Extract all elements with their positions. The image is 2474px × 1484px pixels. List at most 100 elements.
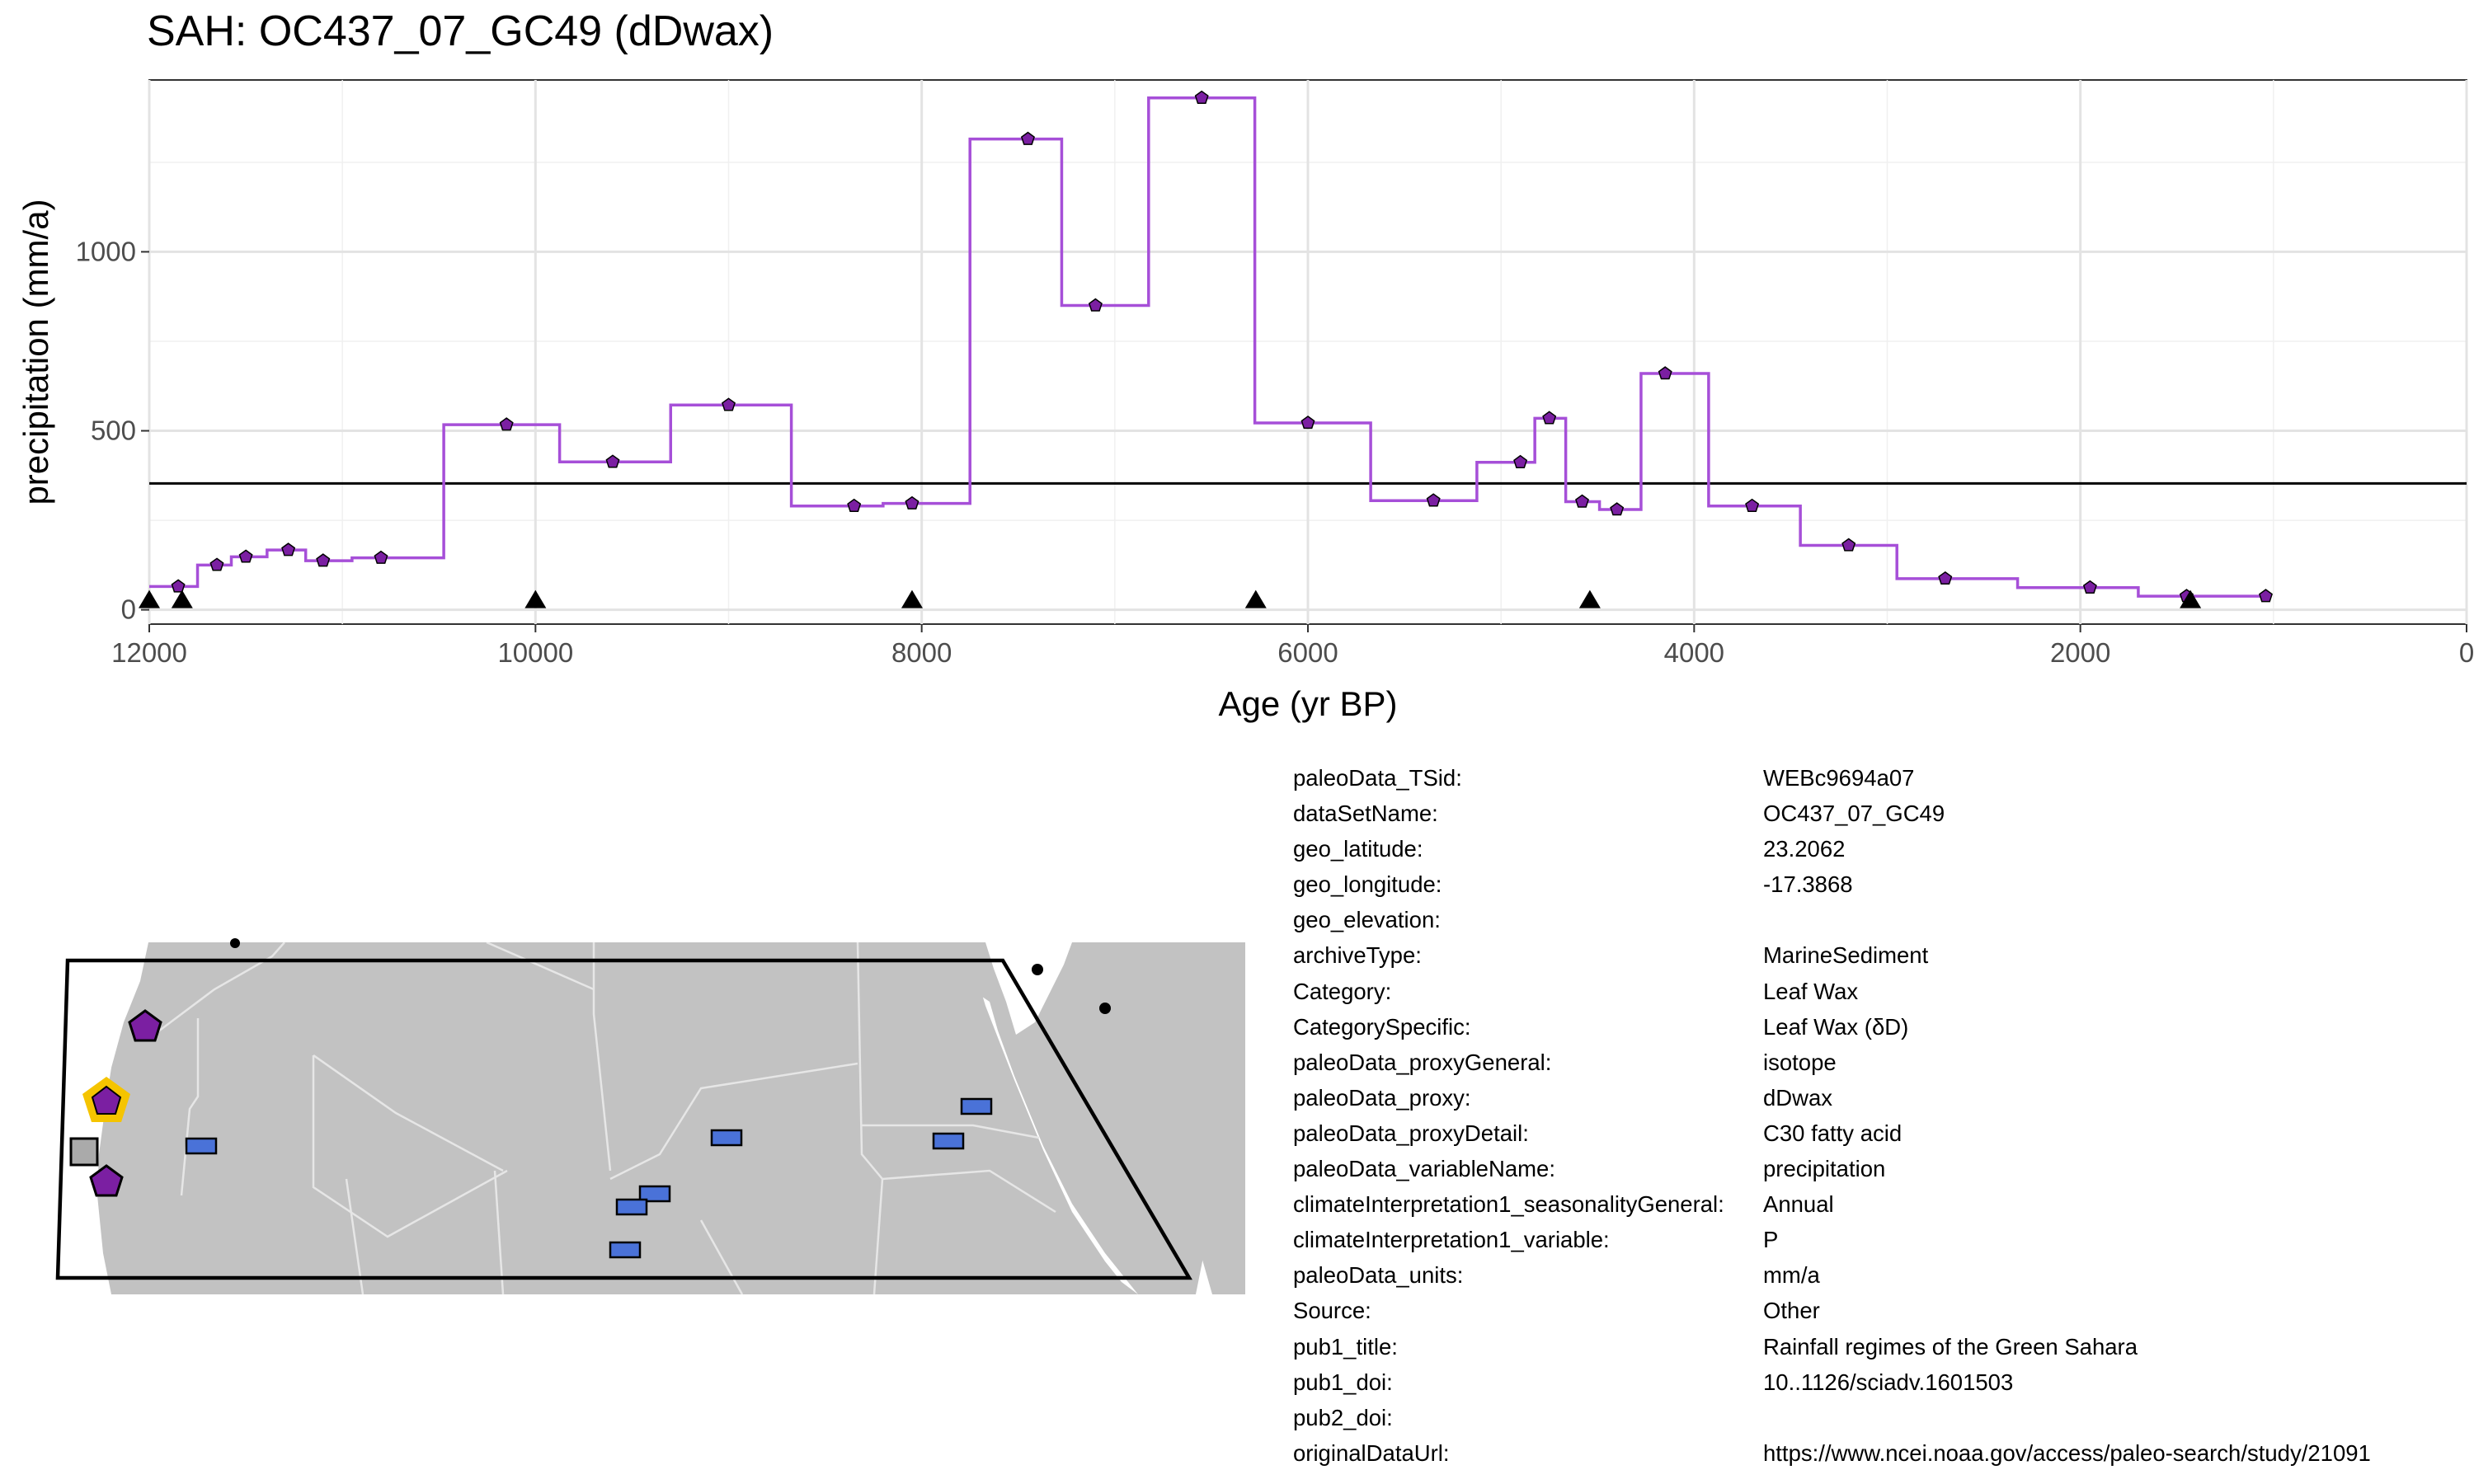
metadata-key: originalDataUrl: xyxy=(1293,1439,1450,1466)
africa-landmass xyxy=(49,942,1245,1294)
data-point xyxy=(847,498,862,512)
x-tick-label: 10000 xyxy=(497,637,573,668)
metadata-row: paleoData_proxyGeneral: isotope xyxy=(1293,1045,2371,1080)
x-tick-label: 8000 xyxy=(891,637,952,668)
metadata-key: paleoData_proxyDetail: xyxy=(1293,1120,1529,1146)
metadata-key: paleoData_proxy: xyxy=(1293,1084,1471,1111)
metadata-value: P xyxy=(1763,1227,1779,1253)
x-tick-label: 6000 xyxy=(1277,637,1338,668)
age-control-marker xyxy=(2180,589,2202,608)
metadata-key: CategorySpecific: xyxy=(1293,1013,1471,1040)
data-point xyxy=(171,579,186,593)
data-point xyxy=(1658,366,1672,380)
other-site-marker xyxy=(185,1137,218,1155)
other-site-marker xyxy=(615,1198,648,1216)
data-point xyxy=(2082,580,2097,594)
metadata-value: -17.3868 xyxy=(1763,871,1853,898)
metadata-value: 23.2062 xyxy=(1763,836,1846,862)
data-point xyxy=(1745,498,1760,512)
data-point xyxy=(1575,494,1589,508)
data-point xyxy=(1300,416,1315,430)
metadata-row: originalDataUrl: https://www.ncei.noaa.go… xyxy=(1293,1435,2371,1471)
site-marker xyxy=(89,1164,124,1197)
metadata-value: Leaf Wax (δD) xyxy=(1763,1013,1909,1040)
metadata-key: climateInterpretation1_seasonalityGenera… xyxy=(1293,1191,1724,1218)
metadata-row: paleoData_proxy: dDwax xyxy=(1293,1080,2371,1115)
other-site-marker xyxy=(609,1241,642,1259)
other-site-marker xyxy=(960,1097,993,1115)
metadata-row: paleoData_units: mm/a xyxy=(1293,1257,2371,1293)
metadata-value: Other xyxy=(1763,1298,1820,1324)
metadata-key: dataSetName: xyxy=(1293,801,1438,827)
grey-site-marker xyxy=(69,1137,99,1167)
metadata-value xyxy=(1763,902,2371,937)
metadata-key: climateInterpretation1_variable: xyxy=(1293,1227,1610,1253)
data-point xyxy=(281,542,296,556)
metadata-value: WEBc9694a07 xyxy=(1763,765,1915,791)
metadata-value: isotope xyxy=(1763,1049,1837,1075)
metadata-value: 10..1126/sciadv.1601503 xyxy=(1763,1369,2014,1395)
metadata-table: paleoData_TSid: WEBc9694a07 dataSetName: OC… xyxy=(1293,760,2371,1471)
x-tick-label: 2000 xyxy=(2050,637,2110,668)
series-layer xyxy=(149,90,2273,603)
age-control-marker xyxy=(171,589,193,608)
metadata-key: archiveType: xyxy=(1293,942,1422,969)
metadata-row: climateInterpretation1_variable: P xyxy=(1293,1222,2371,1257)
metadata-row: geo_latitude: 23.2062 xyxy=(1293,831,2371,866)
y-tick-label: 500 xyxy=(91,416,136,446)
metadata-row: CategorySpecific: Leaf Wax (δD) xyxy=(1293,1009,2371,1045)
age-control-marker xyxy=(901,589,923,608)
metadata-value: dDwax xyxy=(1763,1084,1833,1111)
data-point xyxy=(2259,589,2273,603)
y-tick-label: 1000 xyxy=(76,236,136,266)
metadata-value: mm/a xyxy=(1763,1262,1820,1289)
x-axis-title: Age (yr BP) xyxy=(1218,684,1397,723)
arabia-landmass xyxy=(1097,942,1245,1294)
data-point xyxy=(238,549,253,563)
age-control-marker xyxy=(1578,589,1601,608)
metadata-key: geo_elevation: xyxy=(1293,907,1441,933)
site-map xyxy=(49,938,1245,1294)
city-dot xyxy=(1099,1003,1111,1014)
x-tick-label: 4000 xyxy=(1664,637,1724,668)
data-point xyxy=(1194,90,1209,104)
data-point xyxy=(605,454,620,468)
metadata-key: paleoData_TSid: xyxy=(1293,765,1462,791)
metadata-key: paleoData_variableName: xyxy=(1293,1156,1555,1182)
metadata-key: geo_longitude: xyxy=(1293,871,1442,898)
age-control-marker xyxy=(1244,589,1267,608)
metadata-key: paleoData_units: xyxy=(1293,1262,1464,1289)
data-point xyxy=(1513,454,1528,468)
data-point xyxy=(316,553,331,567)
metadata-key: Source: xyxy=(1293,1298,1371,1324)
x-tick-label: 12000 xyxy=(111,637,187,668)
other-site-marker xyxy=(932,1132,965,1150)
data-point xyxy=(1542,411,1557,425)
data-point xyxy=(209,557,224,571)
metadata-value: Leaf Wax xyxy=(1763,978,1859,1004)
metadata-row: paleoData_proxyDetail: C30 fatty acid xyxy=(1293,1115,2371,1151)
metadata-value: precipitation xyxy=(1763,1156,1886,1182)
metadata-value xyxy=(1763,1400,2371,1435)
age-control-marker xyxy=(524,589,547,608)
metadata-row: Source: Other xyxy=(1293,1293,2371,1328)
metadata-row: pub1_doi: 10..1126/sciadv.1601503 xyxy=(1293,1364,2371,1400)
region-outline xyxy=(55,958,1192,1280)
site-marker xyxy=(128,1009,162,1042)
chart-title: SAH: OC437_07_GC49 (dDwax) xyxy=(147,7,774,55)
axis-layer: 12000 10000 8000 6000 4000 2000 0 0 500 1000 xyxy=(76,236,2474,668)
y-axis-title: precipitation (mm/a) xyxy=(16,199,55,505)
metadata-row: geo_elevation: xyxy=(1293,902,2371,937)
data-point xyxy=(374,550,388,564)
metadata-key: pub1_doi: xyxy=(1293,1369,1393,1395)
metadata-row: dataSetName: OC437_07_GC49 xyxy=(1293,796,2371,831)
metadata-value: MarineSediment xyxy=(1763,942,1929,969)
country-borders xyxy=(148,942,1056,1294)
series-step-line xyxy=(149,96,2266,598)
metadata-row: paleoData_TSid: WEBc9694a07 xyxy=(1293,760,2371,796)
metadata-key: paleoData_proxyGeneral: xyxy=(1293,1049,1552,1075)
metadata-value: Annual xyxy=(1763,1191,1834,1218)
current-site-marker xyxy=(91,1085,122,1115)
grid-lines xyxy=(148,80,2468,624)
data-point xyxy=(499,417,514,431)
